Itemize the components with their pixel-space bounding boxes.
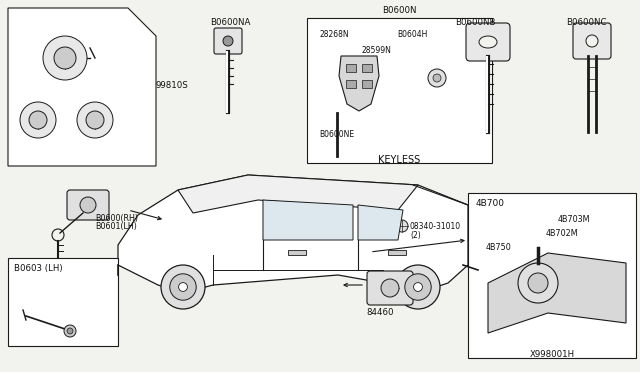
- Text: B0600NA: B0600NA: [210, 18, 250, 27]
- Circle shape: [223, 36, 233, 46]
- Bar: [362, 64, 372, 72]
- Circle shape: [396, 265, 440, 309]
- Text: B0600N: B0600N: [382, 6, 417, 15]
- Circle shape: [64, 325, 76, 337]
- Text: 4B703M: 4B703M: [558, 215, 591, 224]
- Text: X998001H: X998001H: [529, 350, 575, 359]
- Text: 4B702M: 4B702M: [546, 229, 579, 238]
- Bar: [362, 80, 372, 88]
- Circle shape: [67, 328, 73, 334]
- Text: B0604H: B0604H: [397, 30, 428, 39]
- Text: B0600NC: B0600NC: [566, 18, 607, 27]
- Polygon shape: [118, 175, 468, 293]
- Circle shape: [29, 111, 47, 129]
- FancyBboxPatch shape: [573, 23, 611, 59]
- Circle shape: [20, 102, 56, 138]
- Text: (2): (2): [410, 231, 420, 240]
- Circle shape: [170, 274, 196, 300]
- Bar: [388, 250, 406, 255]
- Circle shape: [77, 102, 113, 138]
- Bar: [346, 64, 356, 72]
- FancyBboxPatch shape: [214, 28, 242, 54]
- Circle shape: [381, 279, 399, 297]
- Text: 08340-31010: 08340-31010: [410, 222, 461, 231]
- Circle shape: [80, 197, 96, 213]
- Polygon shape: [263, 200, 353, 240]
- Circle shape: [518, 263, 558, 303]
- Text: B0601(LH): B0601(LH): [95, 222, 137, 231]
- Text: 4B750: 4B750: [486, 243, 512, 252]
- Circle shape: [86, 111, 104, 129]
- Circle shape: [428, 69, 446, 87]
- Polygon shape: [358, 205, 403, 240]
- Text: KEYLESS: KEYLESS: [378, 155, 420, 165]
- Text: 84460: 84460: [366, 308, 394, 317]
- Circle shape: [405, 274, 431, 300]
- Polygon shape: [8, 8, 156, 166]
- Circle shape: [43, 36, 87, 80]
- Text: 99810S: 99810S: [155, 80, 188, 90]
- Circle shape: [179, 283, 188, 291]
- Text: 28599N: 28599N: [362, 46, 392, 55]
- Circle shape: [433, 74, 441, 82]
- FancyBboxPatch shape: [466, 23, 510, 61]
- Polygon shape: [488, 253, 626, 333]
- Polygon shape: [339, 56, 379, 111]
- FancyBboxPatch shape: [67, 190, 109, 220]
- Text: 28268N: 28268N: [319, 30, 349, 39]
- Bar: [8, 258, 118, 346]
- FancyBboxPatch shape: [367, 271, 413, 305]
- Text: B0600NB: B0600NB: [455, 18, 495, 27]
- Circle shape: [396, 220, 408, 232]
- Text: B0603 (LH): B0603 (LH): [14, 264, 63, 273]
- Circle shape: [413, 283, 422, 291]
- Ellipse shape: [479, 36, 497, 48]
- Text: B0600NE: B0600NE: [319, 130, 354, 139]
- Bar: [468, 193, 636, 358]
- Text: 4B700: 4B700: [476, 199, 505, 208]
- Circle shape: [586, 35, 598, 47]
- Circle shape: [528, 273, 548, 293]
- Bar: [288, 250, 306, 255]
- Bar: [307, 18, 492, 163]
- Circle shape: [161, 265, 205, 309]
- Circle shape: [54, 47, 76, 69]
- Bar: [346, 80, 356, 88]
- Text: B0600(RH): B0600(RH): [95, 214, 138, 223]
- Polygon shape: [178, 175, 418, 213]
